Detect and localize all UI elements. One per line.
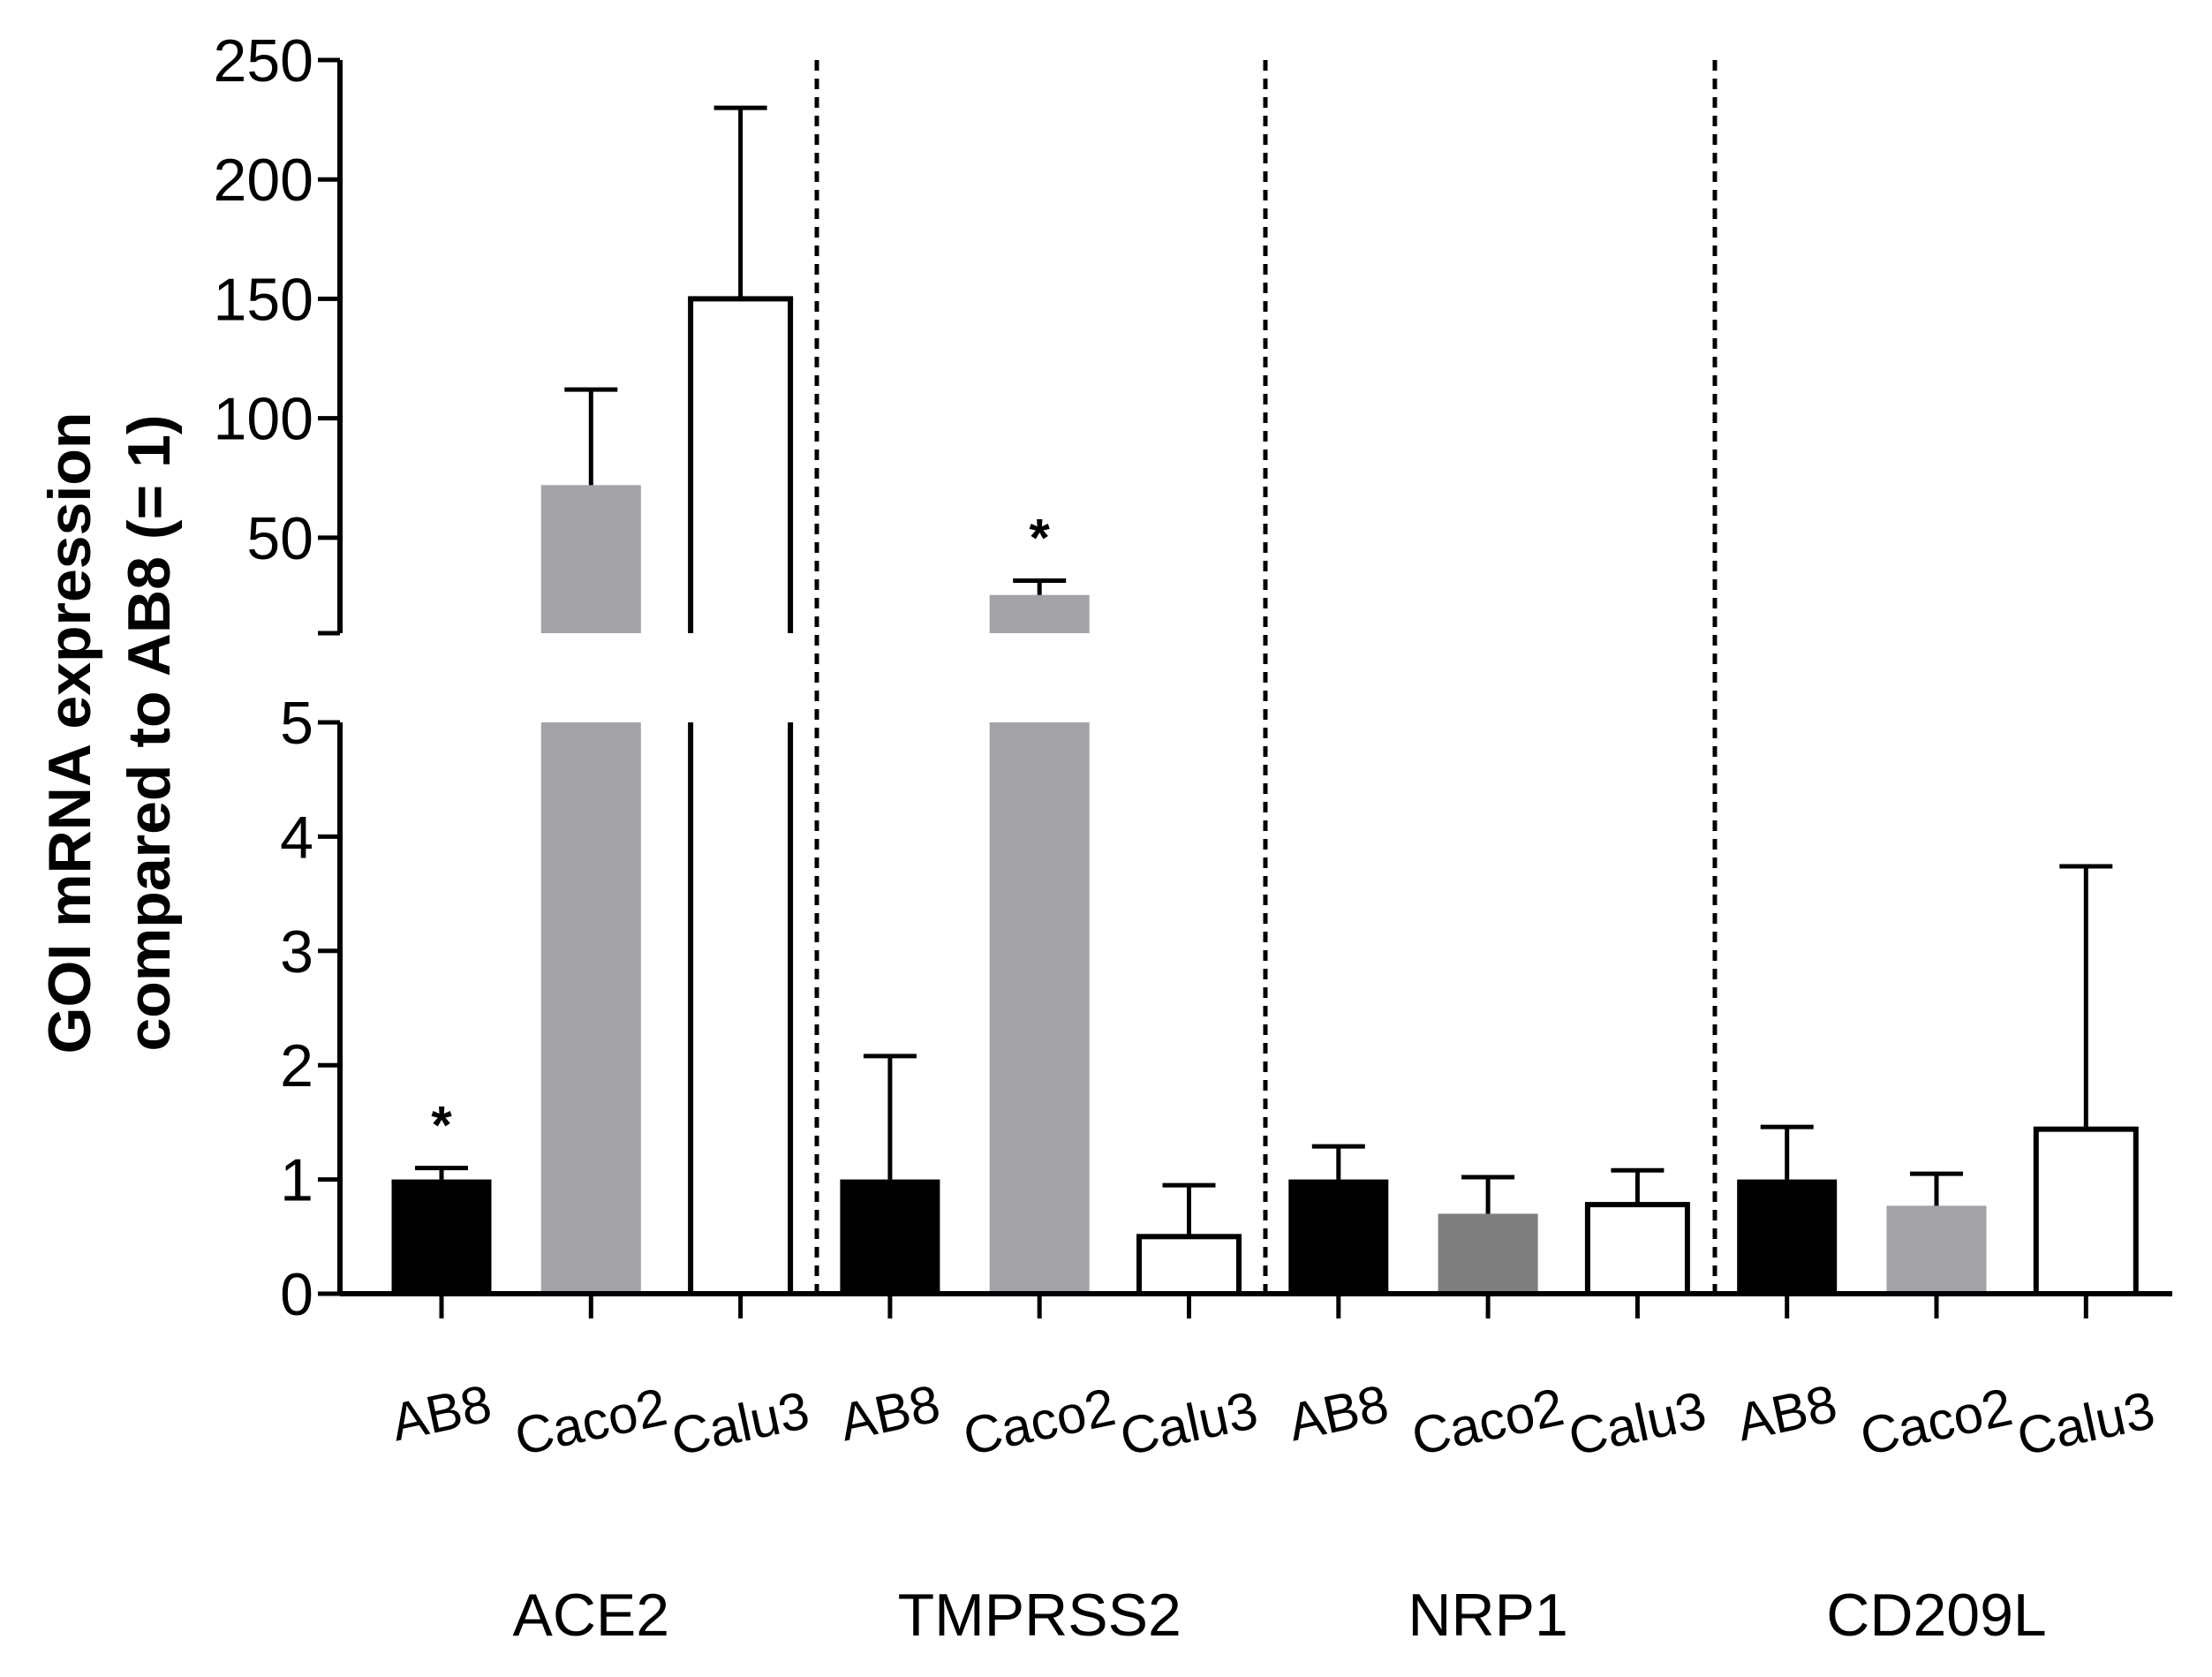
x-tick-label-tmprss2-calu3: Calu3 xyxy=(1115,1380,1263,1467)
bar-tmprss2-calu3 xyxy=(1136,1234,1242,1297)
y-tick-label-100: 100 xyxy=(214,386,313,453)
y-tick-label-150: 150 xyxy=(214,266,313,333)
bar-ace2-ab8 xyxy=(391,1179,492,1294)
group-labels: ACE2 TMPRSS2 NRP1 CD209L xyxy=(512,1582,2046,1649)
bar-cd209l-ab8 xyxy=(1737,1179,1838,1294)
y-tick-label-250: 250 xyxy=(214,27,313,94)
bar-nrp1-caco2 xyxy=(1438,1213,1538,1294)
bar-upper-tmprss2-caco2 xyxy=(989,594,1090,633)
y-axis-label: GOI mRNA expression compared to AB8 (= 1… xyxy=(36,412,183,1054)
y-ticks: 0 1 2 3 4 5 50 100 150 200 250 xyxy=(214,27,340,1328)
group-separators xyxy=(814,60,1718,1294)
bar-upper-ace2-caco2 xyxy=(540,485,641,633)
y-tick-label-200: 200 xyxy=(214,147,313,214)
x-tick-label-ace2-calu3: Calu3 xyxy=(667,1380,814,1467)
group-label-tmprss2: TMPRSS2 xyxy=(898,1582,1181,1649)
x-tick-label-ace2-ab8: AB8 xyxy=(386,1373,496,1452)
bar-cd209l-caco2 xyxy=(1886,1205,1987,1294)
error-bars xyxy=(415,105,2113,1237)
y-tick-label-3: 3 xyxy=(280,918,313,986)
bar-nrp1-calu3 xyxy=(1584,1202,1690,1296)
bar-tmprss2-ab8 xyxy=(840,1179,940,1294)
y-tick-label-50: 50 xyxy=(246,505,313,572)
y-tick-label-2: 2 xyxy=(280,1032,313,1099)
bar-lower-ace2-caco2 xyxy=(540,722,641,1294)
significance-markers: ** xyxy=(431,509,1050,1155)
y-tick-label-4: 4 xyxy=(280,804,313,871)
y-tick-label-5: 5 xyxy=(280,690,313,757)
x-tick-label-tmprss2-caco2: Caco2 xyxy=(958,1377,1121,1467)
group-label-nrp1: NRP1 xyxy=(1408,1582,1567,1649)
x-tick-label-cd209l-ab8: AB8 xyxy=(1732,1373,1842,1452)
significance-marker-ace2-ab8: * xyxy=(431,1096,452,1155)
x-tick-label-tmprss2-ab8: AB8 xyxy=(834,1373,945,1452)
x-tick-label-cd209l-caco2: Caco2 xyxy=(1855,1377,2018,1467)
x-tick-label-cd209l-calu3: Calu3 xyxy=(2012,1380,2159,1467)
y-axis-label-line-1: GOI mRNA expression xyxy=(36,412,103,1054)
bar-cd209l-calu3 xyxy=(2033,1126,2139,1296)
group-label-cd209l: CD209L xyxy=(1826,1582,2047,1649)
bars xyxy=(391,296,2139,1297)
group-label-ace2: ACE2 xyxy=(512,1582,669,1649)
bar-nrp1-ab8 xyxy=(1288,1179,1389,1294)
bar-lower-tmprss2-caco2 xyxy=(989,722,1090,1294)
significance-marker-tmprss2-caco2: * xyxy=(1030,509,1051,568)
x-tick-label-nrp1-calu3: Calu3 xyxy=(1563,1380,1710,1467)
x-tick-label-ace2-caco2: Caco2 xyxy=(510,1377,672,1467)
y-tick-label-1: 1 xyxy=(280,1147,313,1214)
y-axis-label-line-2: compared to AB8 (= 1) xyxy=(116,414,183,1051)
x-tick-label-nrp1-ab8: AB8 xyxy=(1283,1373,1393,1452)
y-tick-label-0: 0 xyxy=(280,1261,313,1328)
x-tick-label-nrp1-caco2: Caco2 xyxy=(1407,1377,1569,1467)
